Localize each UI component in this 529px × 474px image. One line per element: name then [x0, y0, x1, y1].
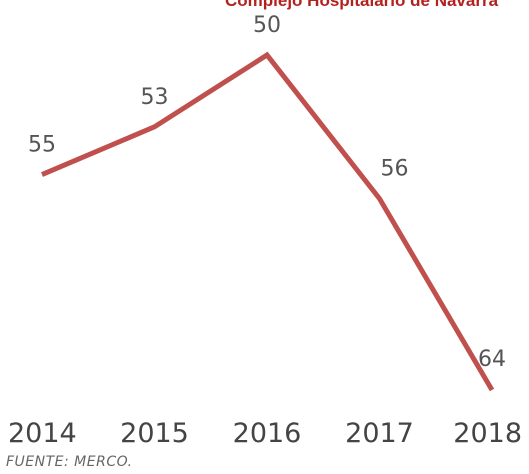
source-note: FUENTE: MERCO. — [6, 454, 133, 470]
series-line-layer — [41, 51, 495, 392]
x-tick-2017: 2017 — [345, 418, 414, 449]
series-line — [41, 51, 495, 392]
x-tick-2015: 2015 — [120, 418, 189, 449]
x-axis-ticks: 2014 2015 2016 2017 2018 — [8, 418, 522, 449]
x-tick-2014: 2014 — [8, 418, 77, 449]
chart-title: Complejo Hospitalario de Navarra — [225, 0, 499, 10]
x-tick-2016: 2016 — [233, 418, 302, 449]
x-tick-2018: 2018 — [453, 418, 522, 449]
data-label-2016: 50 — [253, 13, 281, 38]
data-label-2015: 53 — [141, 85, 169, 110]
data-label-layer: 55 53 50 56 64 — [28, 13, 506, 372]
data-label-2018: 64 — [478, 347, 506, 372]
data-label-2017: 56 — [381, 157, 409, 182]
data-label-2014: 55 — [28, 133, 56, 158]
